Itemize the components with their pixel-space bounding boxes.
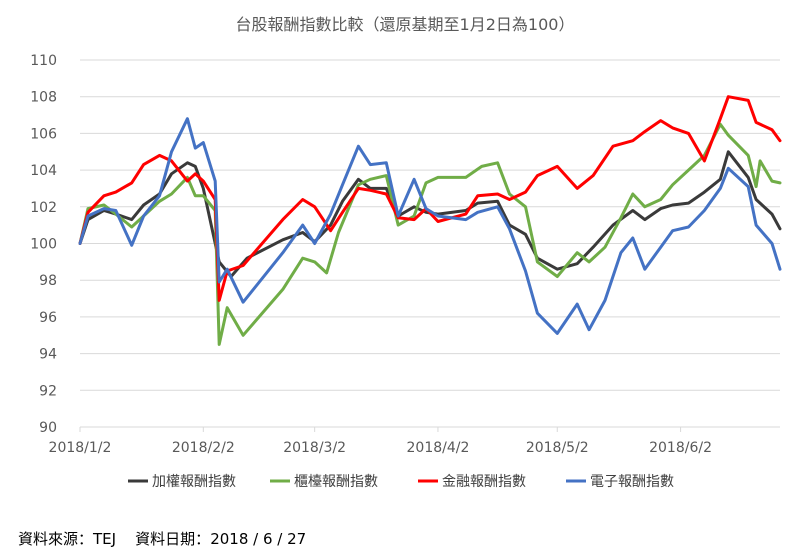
legend: 加權報酬指數 櫃檯報酬指數 金融報酬指數 電子報酬指數: [128, 474, 674, 490]
y-tick-label: 94: [39, 347, 57, 363]
date-value: 2018 / 6 / 27: [210, 530, 307, 548]
legend-label: 加權報酬指數: [152, 474, 236, 490]
source-label: 資料來源：: [18, 530, 94, 548]
y-tick-label: 110: [30, 53, 57, 69]
chart-title: 台股報酬指數比較（還原基期至1月2日為100）: [236, 15, 575, 34]
series-line-1: [78, 150, 782, 278]
plot-area: [78, 95, 782, 346]
legend-label: 電子報酬指數: [590, 474, 674, 490]
y-tick-label: 104: [30, 163, 57, 179]
y-tick-label: 100: [30, 237, 57, 253]
x-tick-label: 2018/4/2: [407, 440, 470, 456]
x-axis-ticks: 2018/1/2 2018/2/2 2018/3/2 2018/4/2 2018/5/2…: [49, 427, 712, 456]
gridlines: [80, 59, 780, 391]
x-tick-label: 2018/3/2: [283, 440, 346, 456]
y-tick-label: 98: [39, 273, 57, 289]
y-tick-label: 90: [39, 420, 57, 436]
y-axis-ticks: 90 92 94 96 98 100 102 104 106 108 110: [30, 53, 57, 436]
source-value: TEJ: [93, 530, 117, 548]
y-tick-label: 108: [30, 90, 57, 106]
y-tick-label: 92: [39, 383, 57, 399]
legend-label: 金融報酬指數: [442, 474, 526, 490]
y-tick-label: 102: [30, 200, 57, 216]
y-tick-label: 96: [39, 310, 57, 326]
date-label: 資料日期：: [135, 530, 211, 548]
series-line-2: [78, 122, 782, 346]
source-note: 資料來源：TEJ 資料日期：2018 / 6 / 27: [18, 528, 306, 549]
x-tick-label: 2018/6/2: [649, 440, 712, 456]
legend-label: 櫃檯報酬指數: [294, 474, 378, 490]
x-tick-label: 2018/1/2: [49, 440, 112, 456]
series-line-4: [78, 117, 782, 335]
x-tick-label: 2018/5/2: [526, 440, 589, 456]
x-tick-label: 2018/2/2: [172, 440, 235, 456]
series-line-3: [78, 95, 782, 302]
y-tick-label: 106: [30, 126, 57, 142]
